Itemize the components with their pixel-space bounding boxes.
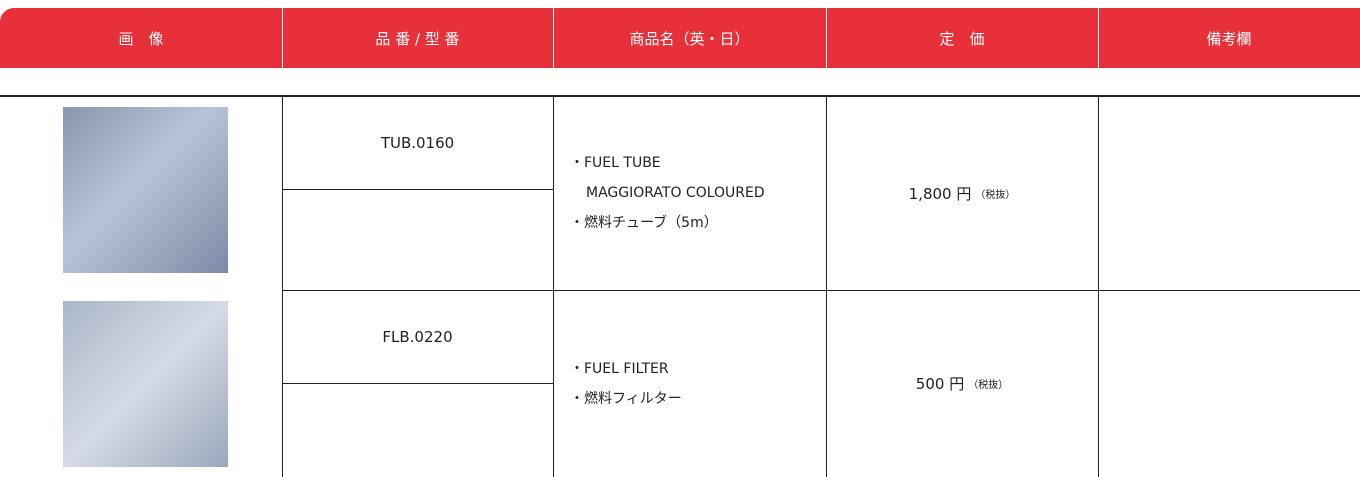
column-border	[282, 96, 283, 290]
tax-note: （税抜）	[968, 380, 1009, 391]
header-cell: 品 番 / 型 番	[282, 8, 553, 68]
table-top-border	[0, 95, 1360, 97]
row-border	[282, 290, 1360, 291]
header-cell: 備考欄	[1098, 8, 1360, 68]
product-image	[63, 107, 228, 273]
code-split	[282, 383, 553, 384]
column-border	[1098, 290, 1099, 477]
column-border	[1098, 96, 1099, 290]
part-code: TUB.0160	[380, 133, 455, 152]
name-line: ・FUEL TUBE	[570, 155, 661, 171]
header-cell: 定 価	[826, 8, 1098, 68]
name-line: ・燃料フィルター	[570, 390, 682, 407]
column-border	[826, 290, 827, 477]
product-image	[63, 301, 228, 467]
header-separator	[1098, 8, 1099, 68]
tax-note: （税抜）	[975, 189, 1016, 201]
price-cell: 1,800 円（税抜）	[826, 96, 1098, 290]
header-cell: 商品名（英・日）	[553, 8, 826, 68]
part-code: FLB.0220	[382, 327, 453, 346]
column-border	[553, 96, 554, 290]
header-separator	[282, 8, 283, 68]
price: 1,800 円	[908, 184, 972, 203]
header-separator	[826, 8, 827, 68]
code-split	[282, 189, 553, 190]
name-block: ・FUEL TUBE MAGGIORATO COLOURED ・燃料チューブ（5m）	[570, 148, 820, 238]
name-line: ・燃料チューブ（5m）	[570, 215, 718, 231]
header-separator	[553, 8, 554, 68]
header-cell: 画 像	[0, 8, 282, 68]
column-border	[553, 290, 554, 477]
name-line: ・FUEL FILTER	[570, 360, 669, 377]
column-border	[826, 96, 827, 290]
price: 500 円	[915, 375, 965, 393]
name-block: ・FUEL FILTER ・燃料フィルター	[570, 354, 820, 414]
name-line: MAGGIORATO COLOURED	[586, 185, 765, 201]
price-cell: 500 円（税抜）	[826, 290, 1098, 477]
